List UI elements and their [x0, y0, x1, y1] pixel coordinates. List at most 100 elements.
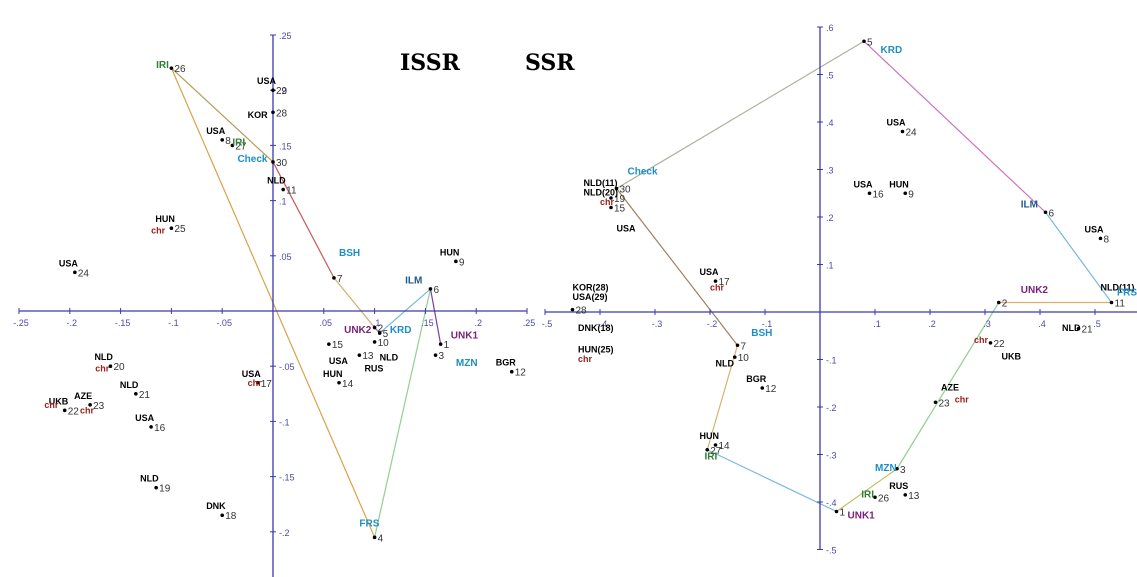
issr-point-number: 27	[235, 141, 247, 152]
ssr-text-label: DNK(18)	[578, 323, 614, 333]
ssr-point	[614, 186, 619, 191]
ssr-connection-line	[616, 188, 738, 346]
issr-connection-line	[333, 277, 376, 328]
ssr-group-label: MZN	[875, 463, 897, 474]
issr-y-tick-label: .2	[279, 86, 287, 96]
issr-point-number: 28	[276, 108, 288, 119]
ssr-point	[1043, 210, 1048, 215]
issr-point-country: USA	[59, 258, 79, 268]
issr-point	[73, 270, 77, 275]
issr-point	[281, 187, 285, 192]
ssr-point-number: 15	[614, 204, 626, 215]
ssr-point	[996, 300, 1001, 305]
ssr-y-tick-label: .3	[826, 166, 834, 176]
ssr-connection-line	[863, 40, 1046, 213]
ssr-y-tick-label: .2	[826, 213, 834, 223]
issr-y-tick-label: .05	[279, 252, 292, 262]
issr-point-number: 1	[444, 340, 450, 351]
ssr-point-country: HUN	[889, 179, 909, 189]
ssr-x-tick-label: -.2	[707, 319, 718, 329]
issr-group-label: MZN	[456, 358, 478, 369]
ssr-chr-label: chr	[955, 394, 970, 404]
issr-point-number: 8	[225, 136, 231, 147]
ssr-point-number: 17	[719, 277, 731, 288]
ssr-y-tick-label: .1	[826, 261, 834, 271]
issr-x-tick-label: .25	[523, 318, 536, 328]
ssr-group-label: UNK1	[848, 511, 876, 522]
issr-point	[332, 276, 336, 280]
issr-point-number: 23	[93, 401, 105, 412]
issr-point-number: 6	[433, 285, 439, 296]
ssr-text-label: UKB	[1002, 352, 1022, 362]
ssr-point-country: USA	[887, 118, 907, 128]
issr-y-tick-label: -.1	[279, 417, 290, 427]
issr-point	[134, 392, 138, 396]
ssr-point-country: HUN	[700, 431, 720, 441]
issr-group-label: KRD	[390, 325, 412, 336]
ssr-point-number: 30	[620, 185, 632, 196]
ssr-point-country: USA	[1085, 224, 1105, 234]
issr-point-number: 30	[276, 158, 288, 169]
issr-point-number: 3	[439, 351, 445, 362]
issr-point	[271, 110, 275, 115]
ssr-point-number: 11	[1115, 299, 1126, 310]
issr-point	[433, 353, 438, 357]
issr-point	[169, 66, 174, 70]
issr-x-tick-label: .1	[373, 318, 381, 328]
issr-x-tick-label: .2	[474, 318, 482, 328]
ssr-text-label: USA	[617, 223, 637, 233]
issr-chr-label: chr	[95, 364, 110, 374]
issr-point-number: 9	[459, 257, 465, 268]
issr-text-label: USA	[329, 356, 349, 366]
ssr-chr-label: chr	[578, 354, 593, 364]
issr-point-country: USA	[257, 76, 277, 86]
issr-point-number: 7	[337, 274, 343, 285]
ssr-y-tick-label: -.1	[826, 356, 837, 366]
issr-group-label: ILM	[405, 275, 422, 286]
issr-point	[327, 342, 331, 346]
issr-point-number: 21	[139, 390, 151, 401]
issr-group-label: IRI	[156, 60, 169, 71]
issr-point-number: 22	[68, 406, 80, 417]
issr-point-number: 2	[378, 324, 384, 335]
ssr-chr-label: chr	[710, 283, 725, 293]
ssr-group-label: BSH	[751, 328, 772, 339]
issr-point	[509, 369, 514, 374]
ssr-point	[933, 400, 938, 405]
issr-point	[357, 353, 362, 357]
axes: -.25 -.2 -.15 -.1 -.05.05.1.15.2.25.25.2.15.…	[13, 23, 1137, 577]
issr-connection-line	[272, 161, 335, 279]
ssr-point	[760, 386, 765, 390]
issr-point-number: 12	[515, 368, 527, 379]
ssr-title: SSR	[525, 50, 575, 76]
issr-x-tick-label: -.1	[168, 318, 179, 328]
issr-point-country: NLD	[267, 176, 286, 186]
ssr-text-label: NLD(20)	[584, 188, 619, 198]
ssr-connection-line	[1045, 211, 1112, 303]
issr-y-tick-label: -.2	[279, 528, 290, 538]
ssr-x-tick-label: -.1	[762, 319, 773, 329]
issr-point-country: UKB	[49, 396, 69, 406]
ssr-point	[900, 129, 905, 134]
issr-point-number: 25	[174, 224, 186, 235]
ssr-point	[609, 196, 613, 200]
issr-point	[149, 425, 153, 429]
ssr-point	[735, 343, 740, 348]
ssr-connection-line	[896, 302, 1000, 470]
ssr-y-tick-label: -.2	[826, 403, 837, 413]
issr-point	[372, 325, 377, 330]
issr-point-number: 11	[286, 186, 297, 197]
ssr-x-tick-label: .3	[983, 319, 991, 329]
ssr-point-number: 5	[867, 37, 873, 48]
ssr-point-country: BGR	[746, 374, 767, 384]
ssr-point-number: 27	[710, 446, 722, 457]
issr-chr-label: chr	[44, 400, 59, 410]
ssr-point-number: 1	[840, 508, 846, 519]
ssr-connection-line	[616, 40, 865, 190]
issr-point-country: DNK	[206, 501, 226, 511]
issr-point-number: 19	[159, 484, 171, 495]
ssr-chr-label: chr	[974, 335, 989, 345]
ssr-point-number: 16	[873, 189, 885, 200]
ssr-x-tick-label: -.5	[542, 319, 553, 329]
